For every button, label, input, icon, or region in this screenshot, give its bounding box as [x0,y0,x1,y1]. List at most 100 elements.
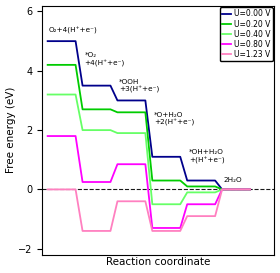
U=0.20 V [220,188,224,191]
U=0.00 V [248,188,252,191]
U=0.40 V [74,93,77,96]
X-axis label: Reaction coordinate: Reaction coordinate [106,257,211,268]
U=1.23 V [144,200,147,203]
U=0.80 V [74,134,77,138]
U=0.20 V [213,185,217,188]
U=0.80 V [186,203,189,206]
U=0.40 V [151,203,154,206]
U=0.40 V [81,129,84,132]
U=0.80 V [46,134,49,138]
U=0.40 V [109,129,112,132]
U=0.80 V [186,203,189,206]
U=1.23 V [179,229,182,233]
U=0.00 V [144,99,147,102]
U=1.23 V [213,215,217,218]
U=0.40 V [116,131,119,135]
U=1.23 V [109,229,112,233]
U=0.00 V [109,84,112,87]
U=0.80 V [74,134,77,138]
U=0.80 V [109,180,112,184]
U=0.40 V [81,129,84,132]
U=0.40 V [179,203,182,206]
U=0.20 V [116,111,119,114]
U=0.00 V [186,179,189,182]
U=0.20 V [248,188,252,191]
U=0.40 V [144,131,147,135]
Line: U=0.20 V: U=0.20 V [48,65,250,189]
U=0.00 V [151,155,154,158]
U=0.20 V [220,188,224,191]
U=0.80 V [116,163,119,166]
U=0.80 V [248,188,252,191]
U=0.40 V [74,93,77,96]
U=0.20 V [81,108,84,111]
U=1.23 V [220,188,224,191]
U=1.23 V [116,200,119,203]
U=0.80 V [116,163,119,166]
U=0.20 V [109,108,112,111]
U=0.20 V [213,185,217,188]
U=1.23 V [109,229,112,233]
U=0.40 V [220,188,224,191]
U=0.80 V [81,180,84,184]
U=0.40 V [179,203,182,206]
Text: *OOH
+3(H⁺+e⁻): *OOH +3(H⁺+e⁻) [119,79,159,93]
U=1.23 V [46,188,49,191]
U=0.20 V [81,108,84,111]
U=0.00 V [109,84,112,87]
Y-axis label: Free energy (eV): Free energy (eV) [6,87,16,173]
U=0.20 V [151,179,154,182]
U=0.20 V [109,108,112,111]
U=0.20 V [144,111,147,114]
U=0.00 V [81,84,84,87]
U=0.00 V [186,179,189,182]
U=0.20 V [179,179,182,182]
Text: 2H₂O: 2H₂O [224,177,242,183]
U=0.20 V [179,179,182,182]
U=0.00 V [220,188,224,191]
U=0.00 V [144,99,147,102]
Line: U=0.80 V: U=0.80 V [48,136,250,228]
U=0.20 V [116,111,119,114]
U=0.80 V [220,188,224,191]
U=0.80 V [151,226,154,230]
U=0.40 V [109,129,112,132]
U=0.40 V [213,191,217,194]
U=0.20 V [186,185,189,188]
U=0.80 V [144,163,147,166]
U=1.23 V [151,229,154,233]
U=1.23 V [220,188,224,191]
U=0.80 V [109,180,112,184]
U=0.00 V [213,179,217,182]
U=0.80 V [81,180,84,184]
U=0.80 V [144,163,147,166]
U=0.40 V [248,188,252,191]
U=0.40 V [151,203,154,206]
U=1.23 V [151,229,154,233]
U=0.00 V [220,188,224,191]
Text: *O₂
+4(H⁺+e⁻): *O₂ +4(H⁺+e⁻) [84,52,125,67]
U=0.20 V [186,185,189,188]
U=0.80 V [213,203,217,206]
U=0.20 V [144,111,147,114]
U=0.80 V [179,226,182,230]
U=0.00 V [213,179,217,182]
Text: *OH+H₂O
+(H⁺+e⁻): *OH+H₂O +(H⁺+e⁻) [189,149,225,164]
U=0.00 V [74,40,77,43]
Line: U=0.40 V: U=0.40 V [48,94,250,204]
U=1.23 V [81,229,84,233]
U=0.20 V [74,63,77,67]
U=1.23 V [74,188,77,191]
U=1.23 V [81,229,84,233]
U=1.23 V [74,188,77,191]
U=0.00 V [81,84,84,87]
U=0.40 V [186,191,189,194]
Line: U=1.23 V: U=1.23 V [48,189,250,231]
U=0.80 V [220,188,224,191]
Text: O₂+4(H⁺+e⁻): O₂+4(H⁺+e⁻) [48,26,97,34]
U=0.40 V [116,131,119,135]
U=0.00 V [74,40,77,43]
Legend: U=0.00 V, U=0.20 V, U=0.40 V, U=0.80 V, U=1.23 V: U=0.00 V, U=0.20 V, U=0.40 V, U=0.80 V, … [220,7,273,61]
U=0.20 V [74,63,77,67]
U=1.23 V [186,215,189,218]
